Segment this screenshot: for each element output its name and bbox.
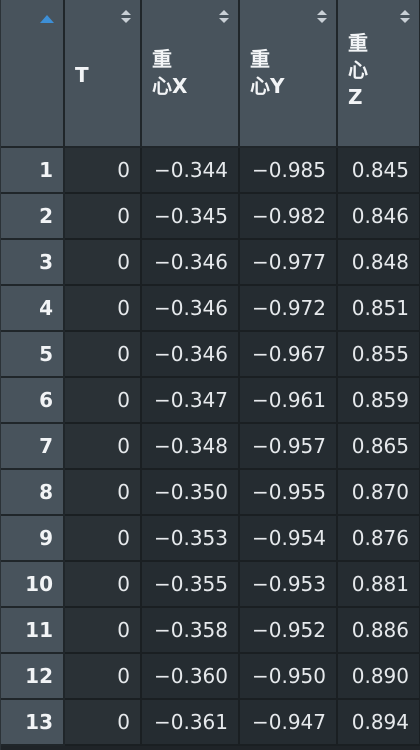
row-number-cell: 8 [1, 470, 65, 516]
centroid-z-cell: 0.881 [338, 562, 420, 608]
sort-toggle-icon[interactable] [317, 10, 327, 24]
centroid-y-cell: −0.955 [240, 470, 338, 516]
centroid-y-cell: −0.977 [240, 240, 338, 286]
t-cell: 0 [65, 332, 142, 378]
table-row[interactable]: 8 0 −0.350 −0.955 0.870 [1, 470, 420, 516]
row-number-cell: 9 [1, 516, 65, 562]
centroid-y-cell: −0.961 [240, 378, 338, 424]
row-number-cell: 6 [1, 378, 65, 424]
row-number-cell: 13 [1, 700, 65, 746]
column-header-centroid-y[interactable]: 重 心Y [240, 0, 338, 148]
row-number-cell: 3 [1, 240, 65, 286]
row-number-cell: 12 [1, 654, 65, 700]
column-header-centroid-x[interactable]: 重 心X [142, 0, 240, 148]
column-header-label: T [75, 63, 89, 87]
centroid-x-cell: −0.358 [142, 608, 240, 654]
centroid-x-cell: −0.346 [142, 240, 240, 286]
table-row[interactable]: 7 0 −0.348 −0.957 0.865 [1, 424, 420, 470]
sort-ascending-icon[interactable] [40, 15, 54, 23]
centroid-x-cell: −0.344 [142, 148, 240, 194]
t-cell: 0 [65, 286, 142, 332]
row-number-cell: 7 [1, 424, 65, 470]
row-number-cell: 2 [1, 194, 65, 240]
sort-toggle-icon[interactable] [121, 10, 131, 24]
column-header-label: 重 心X [152, 47, 188, 98]
centroid-z-cell: 0.890 [338, 654, 420, 700]
centroid-z-cell: 0.851 [338, 286, 420, 332]
centroid-x-cell: −0.355 [142, 562, 240, 608]
centroid-z-cell: 0.894 [338, 700, 420, 746]
table-row[interactable]: 12 0 −0.360 −0.950 0.890 [1, 654, 420, 700]
t-cell: 0 [65, 562, 142, 608]
sort-toggle-icon[interactable] [219, 10, 229, 24]
sort-toggle-icon[interactable] [400, 10, 410, 24]
centroid-y-cell: −0.957 [240, 424, 338, 470]
centroid-z-cell: 0.870 [338, 470, 420, 516]
centroid-z-cell: 0.876 [338, 516, 420, 562]
t-cell: 0 [65, 424, 142, 470]
centroid-z-cell: 0.855 [338, 332, 420, 378]
t-cell: 0 [65, 516, 142, 562]
centroid-z-cell: 0.886 [338, 608, 420, 654]
centroid-y-cell: −0.967 [240, 332, 338, 378]
row-number-cell: 1 [1, 148, 65, 194]
centroid-z-cell: 0.865 [338, 424, 420, 470]
t-cell: 0 [65, 240, 142, 286]
centroid-x-cell: −0.361 [142, 700, 240, 746]
centroid-x-cell: −0.347 [142, 378, 240, 424]
centroid-z-cell: 0.845 [338, 148, 420, 194]
table-row[interactable]: 5 0 −0.346 −0.967 0.855 [1, 332, 420, 378]
t-cell: 0 [65, 700, 142, 746]
centroid-z-cell: 0.848 [338, 240, 420, 286]
centroid-x-cell: −0.346 [142, 332, 240, 378]
centroid-x-cell: −0.346 [142, 286, 240, 332]
centroid-y-cell: −0.947 [240, 700, 338, 746]
t-cell: 0 [65, 148, 142, 194]
centroid-x-cell: −0.353 [142, 516, 240, 562]
row-number-cell: 4 [1, 286, 65, 332]
column-header-label: 重 心 Z [348, 31, 368, 109]
table-row[interactable]: 10 0 −0.355 −0.953 0.881 [1, 562, 420, 608]
centroid-z-cell: 0.846 [338, 194, 420, 240]
t-cell: 0 [65, 654, 142, 700]
table-body: 1 0 −0.344 −0.985 0.845 2 0 −0.345 −0.982 0.846 3 0… [1, 148, 420, 746]
t-cell: 0 [65, 608, 142, 654]
centroid-y-cell: −0.972 [240, 286, 338, 332]
centroid-y-cell: −0.953 [240, 562, 338, 608]
t-cell: 0 [65, 194, 142, 240]
centroid-y-cell: −0.985 [240, 148, 338, 194]
table-row[interactable]: 1 0 −0.344 −0.985 0.845 [1, 148, 420, 194]
table-row[interactable]: 2 0 −0.345 −0.982 0.846 [1, 194, 420, 240]
table-row[interactable]: 6 0 −0.347 −0.961 0.859 [1, 378, 420, 424]
centroid-y-cell: −0.982 [240, 194, 338, 240]
centroid-x-cell: −0.345 [142, 194, 240, 240]
table-row[interactable]: 4 0 −0.346 −0.972 0.851 [1, 286, 420, 332]
row-number-cell: 11 [1, 608, 65, 654]
column-header-t[interactable]: T [65, 0, 142, 148]
centroid-y-cell: −0.952 [240, 608, 338, 654]
table-row[interactable]: 9 0 −0.353 −0.954 0.876 [1, 516, 420, 562]
t-cell: 0 [65, 378, 142, 424]
centroid-x-cell: −0.350 [142, 470, 240, 516]
table-row[interactable]: 3 0 −0.346 −0.977 0.848 [1, 240, 420, 286]
t-cell: 0 [65, 470, 142, 516]
table-row[interactable]: 13 0 −0.361 −0.947 0.894 [1, 700, 420, 746]
table-row[interactable]: 11 0 −0.358 −0.952 0.886 [1, 608, 420, 654]
centroid-x-cell: −0.360 [142, 654, 240, 700]
centroid-x-cell: −0.348 [142, 424, 240, 470]
column-header-centroid-z[interactable]: 重 心 Z [338, 0, 420, 148]
header-row: T 重 心X 重 心Y 重 心 Z [1, 0, 420, 148]
centroid-y-cell: −0.950 [240, 654, 338, 700]
column-header-row-number[interactable] [1, 0, 65, 148]
column-header-label: 重 心Y [250, 47, 285, 98]
row-number-cell: 10 [1, 562, 65, 608]
row-number-cell: 5 [1, 332, 65, 378]
centroid-z-cell: 0.859 [338, 378, 420, 424]
centroid-y-cell: −0.954 [240, 516, 338, 562]
